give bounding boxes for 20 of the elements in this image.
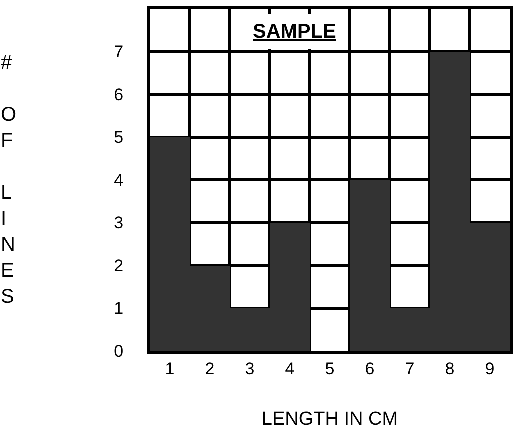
x-tick-label: 8: [445, 359, 455, 378]
y-tick-label: 2: [114, 256, 124, 276]
y-tick-label: 5: [114, 128, 124, 148]
x-tick-label: 6: [365, 359, 375, 378]
y-tick-label: 1: [114, 299, 124, 318]
x-tick-label: 1: [165, 359, 175, 378]
x-tick-label: 3: [245, 359, 255, 378]
x-tick-label: 7: [405, 359, 415, 378]
text: # OF LINES: [1, 52, 17, 308]
text: SAMPLE: [253, 21, 336, 43]
y-tick-label: 4: [114, 170, 124, 190]
x-axis-title: LENGTH IN CM: [262, 409, 398, 430]
y-tick-label: 6: [114, 85, 124, 104]
y-tick-label: 3: [114, 214, 124, 233]
y-tick-label: 7: [114, 42, 124, 62]
y-tick-label: 0: [114, 342, 124, 361]
x-tick-label: 9: [485, 359, 495, 378]
x-tick-label: 5: [325, 359, 335, 378]
x-tick-label: 2: [205, 359, 215, 378]
x-tick-label: 4: [285, 359, 295, 378]
